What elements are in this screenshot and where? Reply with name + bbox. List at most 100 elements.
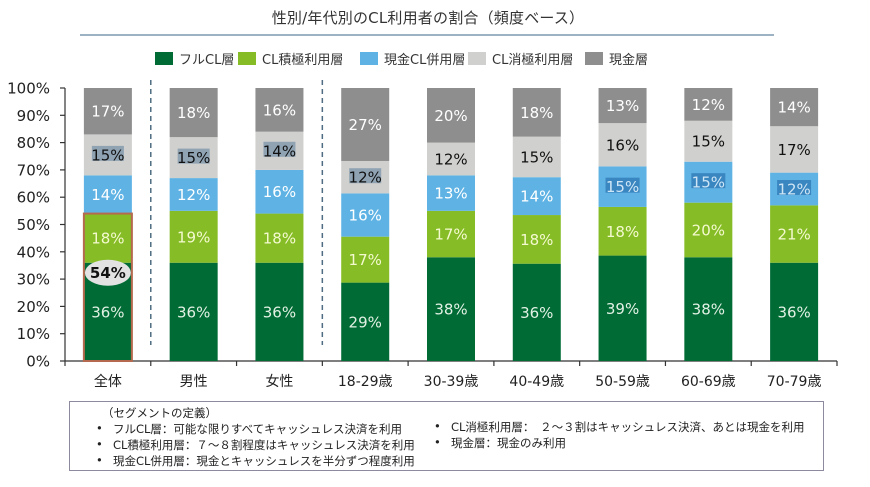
bar-value-label: 15%	[692, 133, 725, 151]
definition-cash-only: • 現金層：現金のみ利用	[434, 435, 566, 451]
bar-value-label: 39%	[606, 300, 639, 318]
y-tick-label: 40%	[17, 243, 50, 261]
bar-value-label: 14%	[263, 142, 296, 160]
bullet-icon: •	[434, 435, 441, 449]
label-highlight	[691, 173, 726, 189]
x-category-label: 男性	[180, 374, 208, 390]
label-highlight	[91, 145, 124, 161]
definition-text: 現金層：現金のみ利用	[451, 436, 566, 450]
label-highlight	[263, 141, 296, 157]
bullet-icon: •	[96, 453, 103, 467]
bar-segment	[512, 136, 561, 178]
chart-title: 性別/年代別のCL利用者の割合（頻度ベース）	[271, 9, 585, 27]
bar-value-label: 18%	[91, 230, 124, 248]
bar-value-label: 20%	[434, 107, 467, 125]
bar-value-label: 36%	[263, 303, 296, 321]
y-tick-label: 20%	[17, 298, 50, 316]
legend-swatch	[238, 52, 256, 65]
bar-value-label: 18%	[606, 223, 639, 241]
bar-value-label: 12%	[692, 96, 725, 114]
bar-value-label: 12%	[177, 186, 210, 204]
bar-segment	[512, 215, 561, 264]
bar-value-label: 17%	[349, 251, 382, 269]
bar-segment	[427, 210, 475, 258]
x-category-label: 40-49歳	[509, 374, 564, 390]
bar-segment	[427, 175, 475, 211]
definition-text: CL積極利用層：７～８割程度はキャッシュレス決済を利用	[113, 438, 415, 452]
bullet-icon: •	[434, 419, 441, 433]
label-highlight	[605, 177, 640, 193]
bar-value-label: 36%	[777, 303, 810, 321]
bar-segment	[512, 88, 561, 137]
definition-text: フルCL層：可能な限りすべてキャッシュレス決済を利用	[113, 422, 402, 436]
bar-value-label: 36%	[520, 304, 553, 322]
bar-segment	[341, 88, 390, 161]
bar-segment	[255, 262, 304, 361]
bar-segment	[684, 120, 733, 162]
bar-segment	[512, 263, 561, 361]
bar-value-label: 38%	[692, 301, 725, 319]
legend-swatch	[468, 52, 486, 65]
bar-segment	[427, 88, 475, 143]
bar-value-label: 27%	[349, 116, 382, 134]
bar-segment	[684, 257, 733, 361]
annotation-label: 54%	[90, 264, 126, 282]
bar-segment	[83, 88, 132, 135]
bar-segment	[255, 88, 304, 132]
bar-value-label: 17%	[434, 226, 467, 244]
legend-item-cl-passive: CL消極利用層	[468, 50, 573, 68]
legend-label: 現金CL併用層	[384, 53, 466, 68]
bar-segment	[83, 175, 132, 214]
bar-value-label: 19%	[177, 228, 210, 246]
label-highlight	[349, 168, 382, 184]
legend-label: 現金層	[609, 53, 649, 68]
bar-value-label: 16%	[263, 101, 296, 119]
legend-label: フルCL層	[179, 53, 235, 68]
bar-value-label: 12%	[777, 181, 810, 199]
bar-segment	[684, 202, 733, 258]
bar-segment	[770, 88, 819, 127]
bar-segment	[83, 213, 132, 263]
label-highlight	[777, 180, 812, 196]
bar-value-label: 16%	[263, 183, 296, 201]
legend-item-cash-cl-mixed: 現金CL併用層	[360, 50, 466, 68]
y-tick-label: 90%	[17, 107, 50, 125]
bar-segment	[255, 213, 304, 263]
bar-segment	[169, 210, 218, 263]
bar-value-label: 13%	[606, 97, 639, 115]
bar-segment	[341, 193, 390, 237]
y-tick-label: 70%	[17, 161, 50, 179]
segment-definitions-box: （セグメントの定義） • フルCL層：可能な限りすべてキャッシュレス決済を利用 …	[69, 401, 824, 471]
legend-swatch	[360, 52, 378, 65]
y-tick-label: 80%	[17, 134, 50, 152]
bar-segment	[598, 255, 647, 361]
bar-value-label: 21%	[777, 226, 810, 244]
definitions-heading: （セグメントの定義）	[102, 406, 217, 420]
bar-value-label: 15%	[91, 146, 124, 164]
bar-segment	[598, 123, 647, 167]
bar-segment	[598, 206, 647, 256]
bar-segment	[684, 88, 733, 121]
bar-value-label: 14%	[91, 186, 124, 204]
bar-value-label: 14%	[520, 188, 553, 206]
bar-segment	[169, 178, 218, 211]
annotation-ellipse	[84, 259, 131, 286]
x-category-label: 18-29歳	[338, 374, 393, 390]
bar-segment	[770, 262, 819, 361]
bar-segment	[341, 282, 390, 361]
bar-value-label: 18%	[520, 104, 553, 122]
bar-value-label: 15%	[177, 149, 210, 167]
bar-value-label: 15%	[520, 148, 553, 166]
y-tick-label: 60%	[17, 189, 50, 207]
x-category-label: 全体	[94, 373, 122, 390]
legend-swatch	[585, 52, 603, 65]
definition-text: 現金CL併用層：現金とキャッシュレスを半分ずつ程度利用	[113, 454, 415, 468]
highlight-outline	[82, 212, 133, 362]
bar-value-label: 38%	[434, 301, 467, 319]
x-category-label: 70-79歳	[767, 374, 822, 390]
title-underline	[80, 34, 774, 36]
y-tick-label: 0%	[26, 353, 50, 371]
y-tick-label: 100%	[7, 80, 50, 98]
bar-value-label: 18%	[263, 230, 296, 248]
bar-value-label: 14%	[777, 99, 810, 117]
